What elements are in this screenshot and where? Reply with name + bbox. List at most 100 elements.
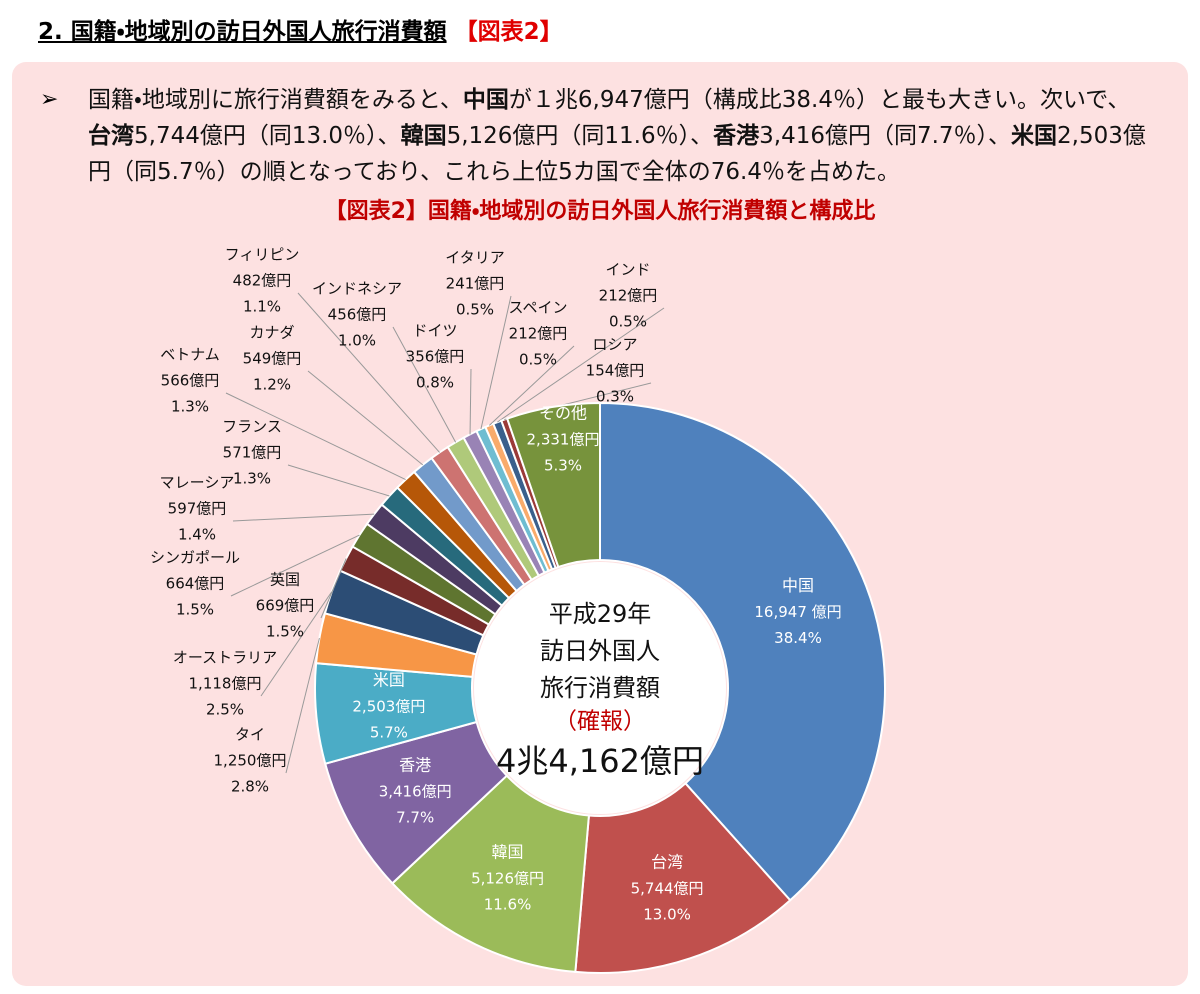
slice-share: 1.5% (176, 601, 214, 619)
slice-label: 中国 (782, 576, 814, 595)
leader-line (230, 534, 360, 597)
total: 4兆4,162億円 (496, 742, 704, 780)
slice-share: 11.6% (484, 895, 532, 913)
leader-line (307, 370, 424, 466)
slice-label: スペイン (509, 299, 568, 317)
slice-share: 38.4% (774, 629, 822, 647)
slice-share: 1.0% (338, 332, 376, 350)
slice-value: 549億円 (243, 350, 302, 368)
text: 5,744億円（同13.0％）、 (134, 123, 401, 149)
slice (574, 781, 792, 974)
slice-share: 1.1% (243, 298, 281, 316)
slice-value: 241億円 (446, 275, 505, 293)
slice-label: ドイツ (412, 322, 457, 340)
slice-value: 2,503億円 (352, 698, 425, 716)
slice-share: 1.3% (171, 398, 209, 416)
slice-label: フィリピン (225, 246, 300, 264)
text: が１兆6,947億円（構成比38.4％）と最も大きい。次いで、 (508, 87, 1131, 113)
slice-share: 1.3% (233, 470, 271, 488)
slice-value: 154億円 (586, 362, 645, 380)
slice-share: 13.0% (643, 906, 691, 924)
slice-share: 5.7% (370, 724, 408, 742)
slice-value: 3,416億円 (379, 782, 452, 800)
slice-label: マレーシア (160, 474, 235, 492)
header-title: 2. 国籍・地域別の訪日外国人旅行消費額 (38, 19, 447, 45)
leader-line (320, 558, 347, 619)
slice-share: 0.5% (519, 351, 557, 369)
slice-value: 1,250億円 (214, 752, 287, 770)
slice-share: 0.3% (596, 388, 634, 406)
slice-share: 1.5% (266, 623, 304, 641)
slice-share: 0.5% (609, 313, 647, 331)
slice-value: 5,744億円 (631, 880, 704, 898)
slice-label: ロシア (592, 336, 637, 354)
center-text: 平成29年 (549, 600, 652, 628)
slice (391, 774, 591, 974)
slice-label: シンガポール (150, 549, 240, 567)
donut-hole (474, 562, 726, 814)
slice-share: 5.3% (544, 457, 582, 475)
slice-label: インド (605, 261, 650, 279)
text: 5,126億円（同11.6％）、 (446, 123, 714, 149)
slice-share: 0.5% (456, 301, 494, 319)
slice-label: 台湾 (651, 853, 683, 872)
bold-text: 台湾 (88, 123, 134, 149)
header-tag: 【図表2】 (454, 19, 563, 45)
slice-value: 456億円 (328, 306, 387, 324)
leader-line (488, 345, 575, 426)
slice-value: 482億円 (233, 272, 292, 290)
bold-text: 韓国 (400, 123, 447, 149)
leader-line (260, 591, 333, 697)
slice-value: 1,118億円 (189, 675, 262, 693)
slice-value: 664億円 (166, 575, 225, 593)
slice-share: 2.8% (231, 778, 269, 796)
slice-share: 2.5% (206, 701, 244, 719)
slice-value: 5,126億円 (471, 869, 544, 887)
slice-value: 597億円 (168, 500, 227, 518)
slice-value: 212億円 (509, 325, 568, 343)
bold-text: 中国 (462, 87, 509, 113)
text: 国籍・地域別に旅行消費額をみると、 (88, 87, 463, 113)
header: 2. 国籍・地域別の訪日外国人旅行消費額 【図表2】 (38, 12, 563, 46)
slice-label: 米国 (373, 671, 405, 690)
bullet: ➢ (40, 87, 59, 112)
leader-line (287, 464, 390, 497)
slice-share: 1.4% (178, 526, 216, 544)
slice-label: タイ (235, 726, 265, 744)
leader-line (469, 368, 472, 435)
leader-line (285, 637, 320, 774)
leader-line (497, 307, 665, 423)
slice-label: カナダ (249, 324, 294, 342)
slice-label: ベトナム (160, 346, 220, 364)
slice-share: 0.8% (416, 374, 454, 392)
slice-share: 1.2% (253, 376, 291, 394)
center-text: 訪日外国人 (540, 637, 660, 665)
text: 2,503億円（同5.7％）の順となっており、これら上位5カ国で全体の76.4％… (88, 123, 1146, 185)
leader-line (225, 392, 406, 481)
slice-value: 669億円 (256, 597, 315, 615)
slice-value: 2,331億円 (527, 431, 600, 449)
slice-value: 566億円 (161, 372, 220, 390)
center-note: （確報） (554, 709, 646, 735)
slice-value: 16,947 億円 (754, 603, 841, 621)
bold-text: 米国 (1011, 123, 1058, 149)
leader-line (297, 292, 440, 453)
slice-label: 香港 (399, 755, 431, 774)
slice-label: 韓国 (492, 842, 524, 861)
slice-label: インドネシア (312, 280, 402, 298)
slice-label: フランス (222, 418, 282, 436)
text: 3,416億円（同7.7％）、 (759, 123, 1012, 149)
slice (599, 401, 886, 902)
slice-label: その他 (539, 404, 587, 423)
paragraph: 国籍・地域別に旅行消費額をみると、中国が１兆6,947億円（構成比38.4％）と… (88, 82, 1148, 190)
slice-share: 7.7% (396, 808, 434, 826)
leader-line (232, 513, 375, 522)
chart-title: 【図表2】国籍・地域別の訪日外国人旅行消費額と構成比 (325, 198, 876, 224)
slice-label: オーストラリア (173, 649, 277, 667)
center-text: 旅行消費額 (540, 674, 660, 702)
slice (505, 401, 601, 569)
slice-value: 571億円 (223, 444, 282, 462)
slice-label: 英国 (270, 571, 300, 589)
